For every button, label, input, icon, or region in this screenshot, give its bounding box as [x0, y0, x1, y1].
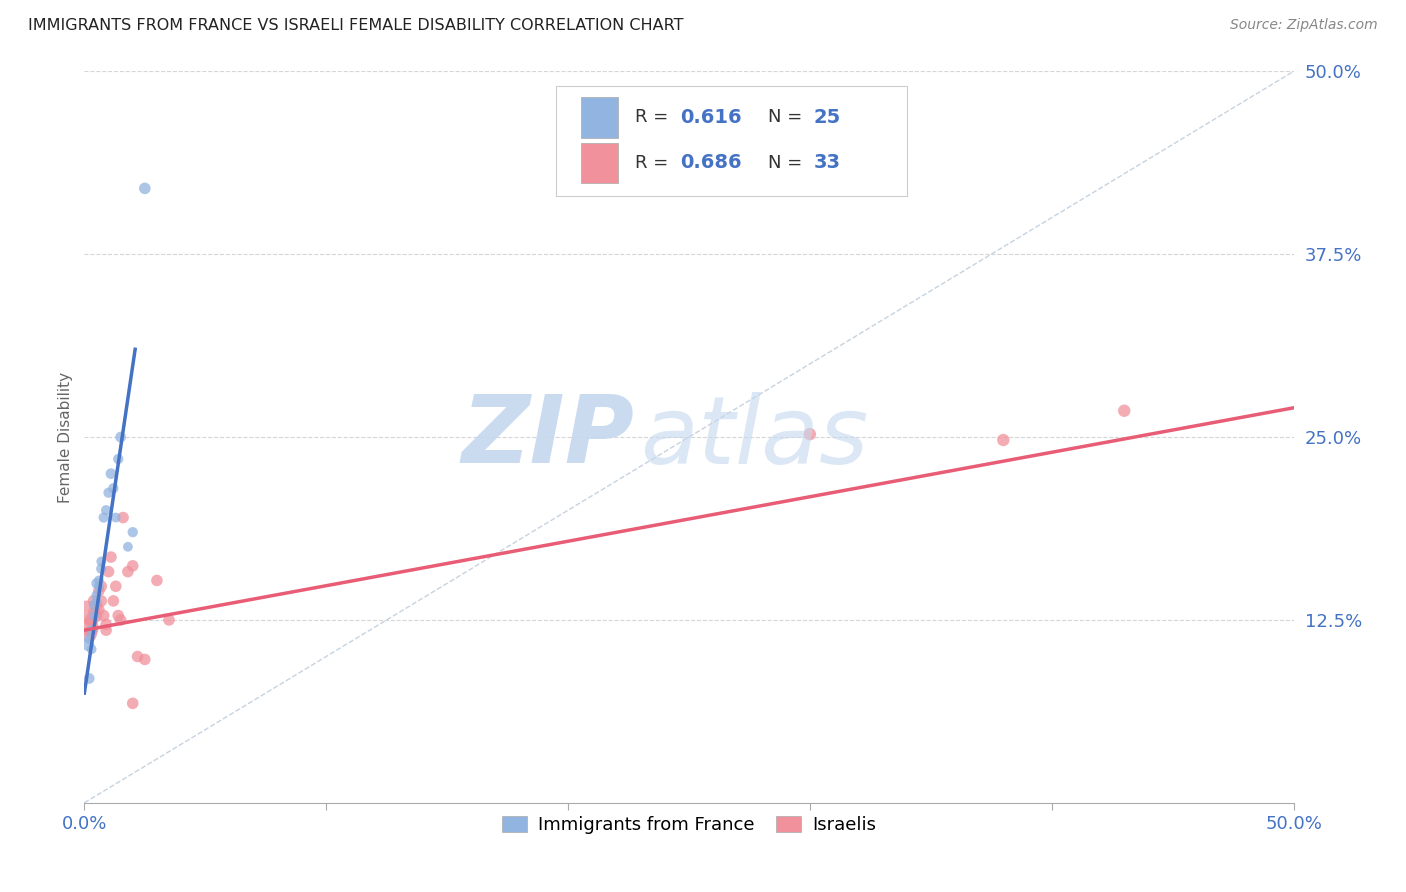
- Point: [86, 588, 108, 602]
- Point: [94, 617, 117, 632]
- Text: N =: N =: [768, 109, 807, 127]
- Point: [90, 554, 112, 568]
- Point: [103, 481, 125, 495]
- Point: [86, 599, 108, 613]
- Point: [77, 632, 100, 646]
- Point: [87, 603, 110, 617]
- Point: [112, 510, 135, 524]
- Point: [100, 467, 122, 481]
- Point: [110, 613, 132, 627]
- Point: [80, 642, 103, 657]
- Y-axis label: Female Disability: Female Disability: [58, 371, 73, 503]
- Text: 0.686: 0.686: [681, 153, 742, 172]
- Text: atlas: atlas: [641, 392, 869, 483]
- Point: [121, 696, 143, 710]
- Point: [94, 623, 117, 637]
- Point: [90, 579, 112, 593]
- Point: [87, 574, 110, 588]
- Point: [80, 623, 103, 637]
- Point: [87, 579, 110, 593]
- Point: [103, 594, 125, 608]
- Point: [94, 503, 117, 517]
- Point: [127, 649, 149, 664]
- Point: [117, 565, 139, 579]
- Point: [87, 583, 110, 598]
- Point: [80, 623, 103, 637]
- Point: [77, 638, 100, 652]
- Point: [993, 433, 1015, 447]
- Text: 33: 33: [814, 153, 841, 172]
- Point: [83, 594, 105, 608]
- Point: [80, 613, 103, 627]
- Bar: [581, 143, 617, 183]
- Point: [77, 627, 100, 641]
- Point: [1114, 403, 1136, 417]
- Point: [134, 181, 156, 195]
- Point: [100, 549, 122, 564]
- Text: Source: ZipAtlas.com: Source: ZipAtlas.com: [1230, 18, 1378, 32]
- Text: N =: N =: [768, 153, 807, 172]
- Point: [86, 608, 108, 623]
- Point: [799, 427, 821, 442]
- Text: 25: 25: [814, 108, 841, 127]
- Point: [83, 608, 105, 623]
- Point: [90, 562, 112, 576]
- Point: [97, 485, 120, 500]
- Point: [83, 599, 105, 613]
- Point: [121, 558, 143, 573]
- Point: [97, 565, 120, 579]
- Point: [107, 452, 129, 467]
- Text: 0.616: 0.616: [681, 108, 742, 127]
- Point: [90, 594, 112, 608]
- Point: [107, 608, 129, 623]
- Point: [104, 579, 127, 593]
- Point: [110, 430, 132, 444]
- Point: [86, 594, 108, 608]
- Point: [83, 606, 105, 620]
- Text: ZIP: ZIP: [461, 391, 634, 483]
- Point: [77, 672, 100, 686]
- Text: R =: R =: [634, 153, 673, 172]
- Point: [77, 620, 100, 634]
- Point: [121, 525, 143, 540]
- Point: [93, 510, 115, 524]
- Legend: Immigrants from France, Israelis: Immigrants from France, Israelis: [495, 809, 883, 841]
- Point: [93, 608, 115, 623]
- Text: IMMIGRANTS FROM FRANCE VS ISRAELI FEMALE DISABILITY CORRELATION CHART: IMMIGRANTS FROM FRANCE VS ISRAELI FEMALE…: [28, 18, 683, 33]
- Bar: [581, 97, 617, 137]
- FancyBboxPatch shape: [555, 86, 907, 195]
- Text: R =: R =: [634, 109, 673, 127]
- Point: [117, 540, 139, 554]
- Point: [76, 606, 98, 620]
- Point: [104, 510, 127, 524]
- Point: [157, 613, 180, 627]
- Point: [134, 652, 156, 666]
- Point: [146, 574, 169, 588]
- Point: [86, 576, 108, 591]
